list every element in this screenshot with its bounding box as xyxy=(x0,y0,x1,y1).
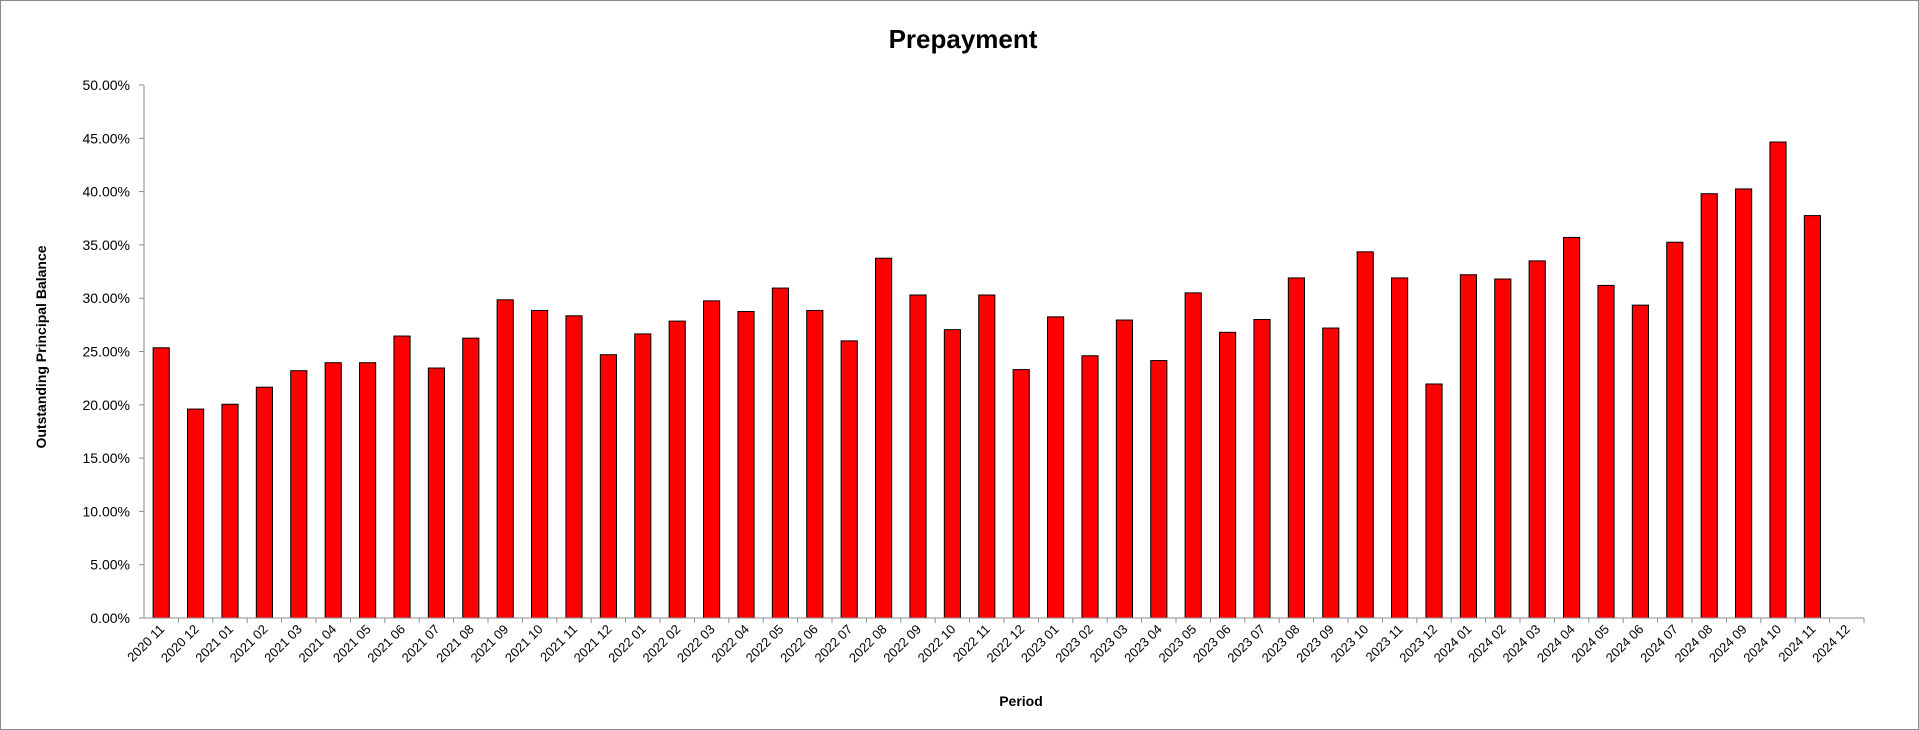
bar xyxy=(1563,236,1581,619)
chart-title: Prepayment xyxy=(889,24,1038,54)
y-tick-label: 50.00% xyxy=(83,77,130,93)
bar xyxy=(978,294,996,619)
x-tick-label: 2023 10 xyxy=(1327,622,1371,666)
bar xyxy=(1150,360,1168,619)
bar xyxy=(1666,241,1684,619)
bar xyxy=(531,309,549,619)
bar xyxy=(1287,277,1305,619)
y-tick-label: 20.00% xyxy=(83,397,130,413)
y-tick-label: 10.00% xyxy=(83,503,130,519)
bar xyxy=(806,309,824,619)
bar xyxy=(1528,260,1546,619)
bar xyxy=(1735,188,1753,619)
bar xyxy=(462,337,480,619)
bar xyxy=(496,299,514,619)
y-tick-label: 40.00% xyxy=(83,184,130,200)
bar xyxy=(737,311,755,619)
bar xyxy=(255,386,273,619)
bar xyxy=(1803,215,1821,619)
bar xyxy=(943,329,961,619)
bar xyxy=(1631,304,1649,619)
bar xyxy=(875,257,893,619)
y-tick-label: 35.00% xyxy=(83,237,130,253)
bar xyxy=(1115,319,1133,619)
bar xyxy=(1081,355,1099,619)
bars xyxy=(152,141,1821,619)
bar xyxy=(1219,331,1237,619)
bar xyxy=(668,320,686,619)
bar xyxy=(1425,383,1443,619)
bar xyxy=(1391,277,1409,619)
y-tick-label: 30.00% xyxy=(83,290,130,306)
bar xyxy=(1494,278,1512,619)
bar xyxy=(1184,292,1202,619)
bar xyxy=(1597,284,1615,619)
bar xyxy=(565,315,583,619)
y-tick-label: 45.00% xyxy=(83,130,130,146)
bar xyxy=(290,370,308,619)
y-axis-ticks: 0.00% 5.00% 10.00% 15.00% 20.00% 25.00% 30.00%… xyxy=(83,77,144,626)
bar xyxy=(1047,316,1065,619)
bar xyxy=(771,287,789,619)
bar xyxy=(1012,369,1030,619)
bar xyxy=(1459,274,1477,619)
bar xyxy=(324,362,342,619)
bar xyxy=(1253,319,1271,619)
bar xyxy=(393,335,411,619)
bar xyxy=(634,333,652,619)
bar xyxy=(1769,141,1787,619)
y-tick-label: 5.00% xyxy=(90,557,130,573)
y-axis-title: Outstanding Principal Balance xyxy=(33,245,49,448)
bar xyxy=(152,347,170,619)
x-tick-label: 2024 12 xyxy=(1809,622,1853,666)
bar xyxy=(427,367,445,619)
bar xyxy=(909,294,927,619)
y-tick-label: 25.00% xyxy=(83,344,130,360)
bar xyxy=(1322,327,1340,619)
y-tick-label: 15.00% xyxy=(83,450,130,466)
bar xyxy=(359,362,377,619)
bar xyxy=(221,403,239,619)
bar xyxy=(1356,251,1374,619)
bar xyxy=(599,354,617,619)
x-axis-title: Period xyxy=(999,693,1043,709)
x-tick-label: 2021 10 xyxy=(502,622,546,666)
bar xyxy=(1700,193,1718,619)
x-tick-label: 2022 10 xyxy=(915,622,959,666)
x-tick-label: 2024 10 xyxy=(1740,622,1784,666)
bar xyxy=(840,340,858,619)
y-tick-label: 0.00% xyxy=(90,610,130,626)
bar xyxy=(187,408,205,619)
bar xyxy=(703,300,721,619)
